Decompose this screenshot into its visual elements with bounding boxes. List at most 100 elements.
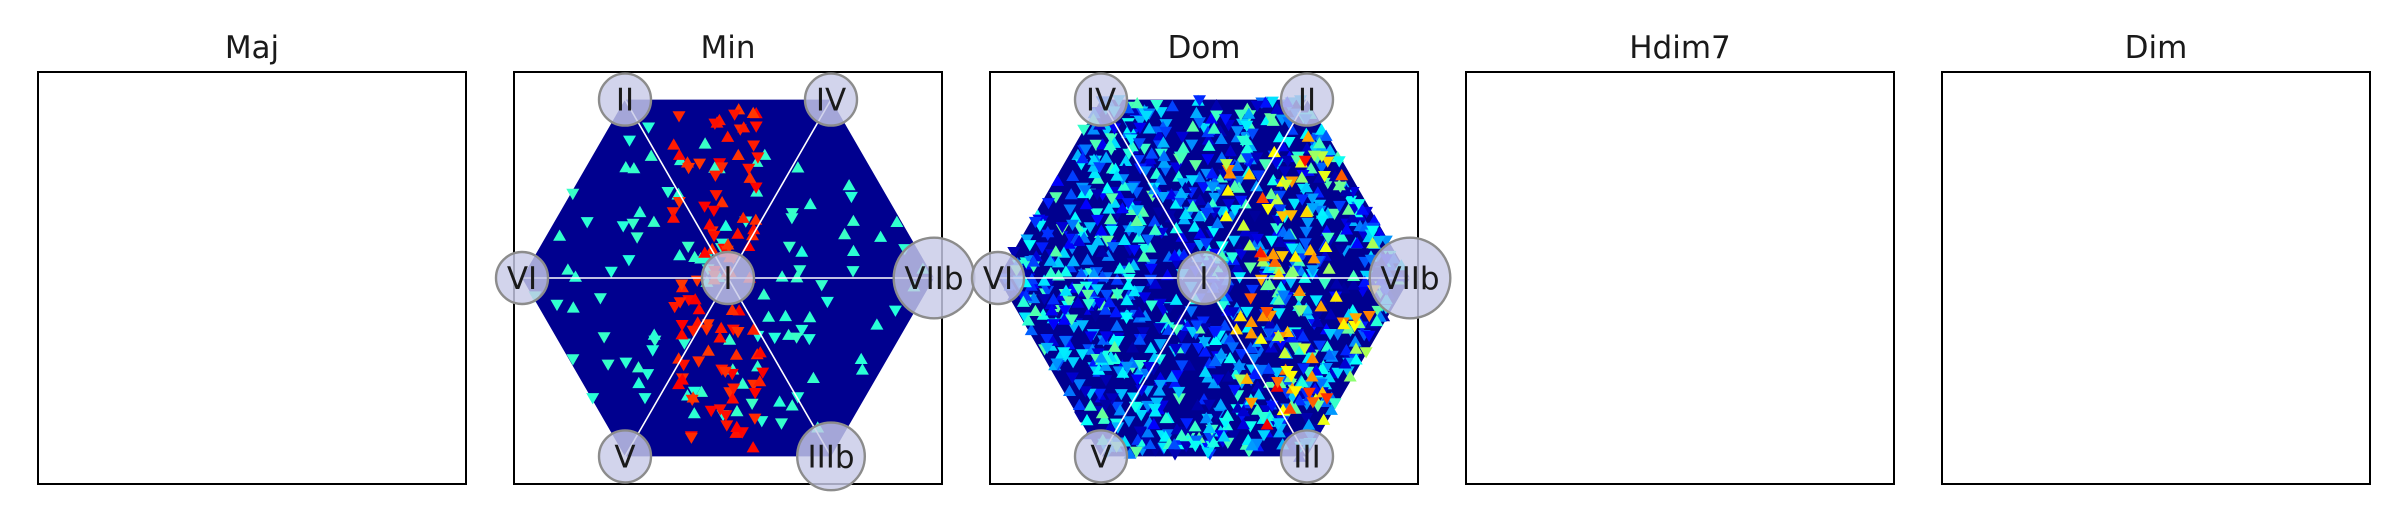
density-cell-hot — [1278, 346, 1292, 358]
density-cell — [1329, 158, 1343, 171]
density-cell — [1167, 438, 1181, 450]
density-cell — [1324, 308, 1338, 320]
density-cell-band — [708, 170, 722, 182]
density-cell — [1231, 126, 1244, 138]
density-cell-hot — [1342, 203, 1355, 215]
density-cell — [1130, 214, 1144, 226]
density-cell — [553, 229, 567, 241]
density-cell — [1202, 139, 1216, 151]
density-cell-band — [667, 211, 680, 223]
density-cell-hot — [1240, 372, 1254, 384]
density-cell — [1239, 133, 1253, 145]
density-cell-band — [725, 303, 739, 315]
density-cell — [580, 217, 594, 229]
density-cell-hot — [1276, 211, 1290, 223]
density-cell-hot — [1256, 191, 1270, 203]
density-cell — [806, 371, 820, 383]
density-cell-band — [686, 391, 700, 403]
density-cell-band — [692, 303, 706, 315]
density-cell-hot — [1244, 327, 1258, 339]
density-cell-hot — [1335, 168, 1349, 181]
density-cell-hot — [1322, 262, 1336, 274]
density-cell-band — [667, 138, 681, 150]
density-cell — [1176, 178, 1190, 190]
density-cell — [1059, 265, 1073, 277]
node-label: VIIb — [904, 261, 963, 297]
density-cell — [1168, 376, 1182, 389]
density-cell-hot — [1284, 210, 1298, 222]
density-cell — [1117, 233, 1131, 245]
density-cell — [1058, 305, 1072, 317]
density-cell — [1129, 446, 1143, 459]
density-cell — [1189, 160, 1203, 172]
density-cell — [1227, 430, 1241, 442]
density-cell — [1110, 319, 1124, 331]
density-cell — [1065, 314, 1079, 326]
density-cell-hot — [1268, 255, 1282, 267]
density-cell — [1372, 236, 1386, 248]
density-cell — [1122, 416, 1136, 428]
density-cell — [1136, 205, 1150, 217]
density-cell-hot — [1234, 310, 1247, 322]
density-cell — [1105, 193, 1119, 205]
density-cell — [1258, 159, 1272, 171]
density-cell — [1037, 274, 1051, 286]
density-cell-hot — [1244, 315, 1258, 327]
density-cell — [1047, 319, 1061, 331]
density-cell-hot — [1300, 205, 1313, 218]
density-cell-band — [698, 246, 712, 258]
density-cell — [1270, 367, 1284, 379]
density-cell — [1159, 126, 1173, 139]
panel-title: Dom — [1167, 30, 1240, 66]
density-cell — [1296, 330, 1310, 342]
density-cell — [1133, 333, 1147, 345]
density-cell-hot — [1314, 300, 1328, 312]
density-cell-hot — [1244, 293, 1258, 305]
density-cell — [1272, 293, 1286, 305]
density-cell-band — [743, 171, 757, 183]
density-cell — [1223, 332, 1237, 345]
density-cell — [1099, 375, 1113, 387]
density-cell — [1295, 194, 1309, 206]
density-cell — [1179, 207, 1193, 219]
density-cell-hot — [1284, 266, 1298, 278]
density-cell — [1081, 289, 1095, 301]
density-cell — [1041, 285, 1055, 298]
density-cell — [1272, 130, 1286, 143]
density-cell — [1201, 125, 1215, 138]
density-cell — [1041, 225, 1055, 238]
density-cell — [1244, 341, 1258, 354]
density-cell-hot — [1275, 251, 1289, 263]
density-cell — [641, 369, 655, 381]
density-cell-band — [707, 205, 721, 217]
density-cell — [1121, 278, 1135, 290]
density-cell — [1097, 333, 1111, 345]
density-cell — [1334, 244, 1348, 256]
density-cell — [1147, 215, 1161, 227]
node-label: IV — [1086, 83, 1116, 119]
density-cell — [1210, 99, 1223, 111]
density-cell-hot — [1343, 370, 1357, 382]
density-cell — [687, 407, 701, 419]
density-cell — [1099, 331, 1113, 343]
density-cell — [847, 244, 860, 256]
density-cell — [1162, 303, 1176, 315]
density-cell — [1035, 242, 1049, 254]
density-cell — [1263, 317, 1277, 329]
density-cell — [1136, 327, 1150, 339]
density-cell-band — [729, 348, 743, 360]
node-iv: IV — [1073, 72, 1129, 127]
density-cell-band — [707, 230, 721, 243]
density-cell — [1188, 440, 1202, 453]
density-cell — [1093, 388, 1106, 401]
density-cell-band — [682, 162, 696, 175]
density-cell — [1087, 153, 1101, 165]
node-iiib: IIIb — [796, 421, 867, 492]
density-cell — [1172, 386, 1186, 399]
density-cell — [1272, 418, 1285, 430]
density-cell — [1087, 267, 1101, 279]
node-label: VIIb — [1380, 261, 1439, 297]
density-cell — [566, 354, 580, 366]
density-cell-band — [749, 213, 763, 225]
density-cell-hot — [1348, 320, 1362, 333]
